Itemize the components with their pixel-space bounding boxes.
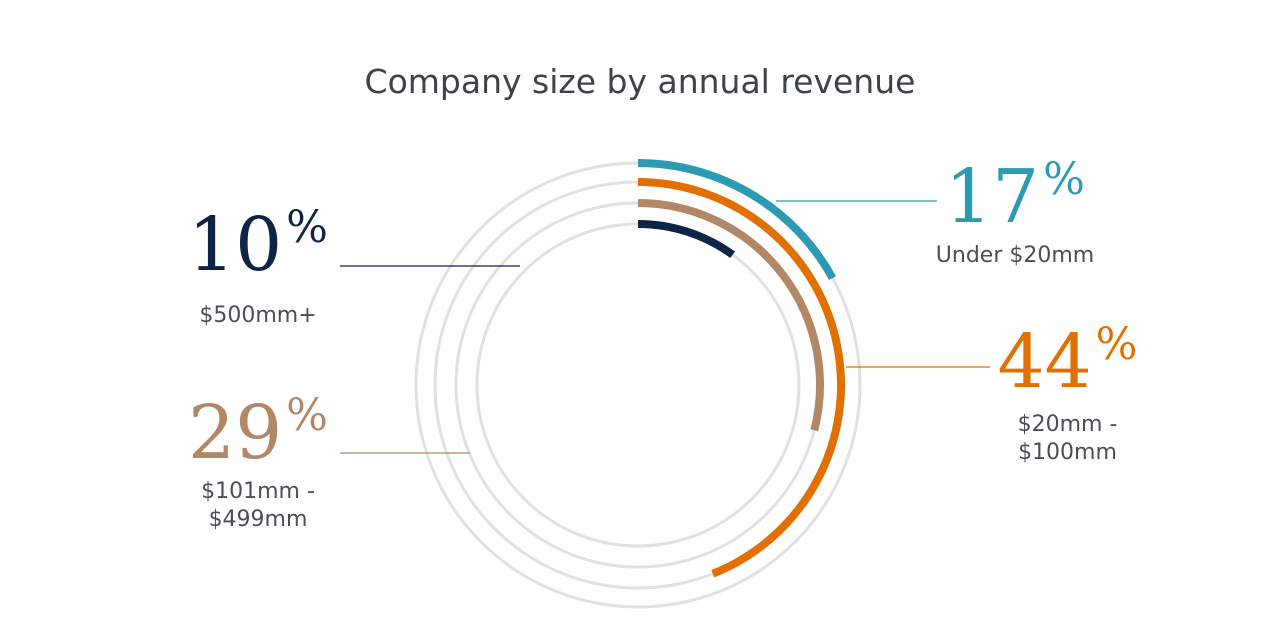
pct-label-101-499mm: 29% [178, 394, 338, 471]
ring-arc-101-499mm [637, 199, 824, 432]
pct-symbol: % [1095, 319, 1138, 370]
pct-value: 17 [945, 154, 1040, 240]
pct-value: 10 [188, 202, 283, 288]
callout-under-20mm: 17% Under $20mm [930, 158, 1100, 270]
pct-value: 44 [997, 319, 1092, 405]
callout-20-100mm: 44% $20mm - $100mm [985, 323, 1150, 467]
pct-symbol: % [1043, 154, 1085, 205]
pct-symbol: % [286, 202, 328, 253]
callout-101-499mm: 29% $101mm - $499mm [178, 394, 338, 534]
callout-500mm-plus: 10% $500mm+ [178, 206, 338, 330]
pct-label-20-100mm: 44% [985, 323, 1150, 400]
category-label-500mm-plus: $500mm+ [199, 303, 317, 328]
ring-arc-20-100mm [637, 178, 845, 578]
chart-title: Company size by annual revenue [364, 62, 916, 101]
category-label-under-20mm: Under $20mm [935, 243, 1095, 268]
category-label-20-100mm: $20mm - $100mm [1017, 412, 1118, 465]
category-label-101-499mm: $101mm - $499mm [201, 479, 315, 532]
ring-track-500mm-plus [475, 222, 801, 548]
ring-arc-under-20mm [637, 159, 837, 280]
pct-label-under-20mm: 17% [930, 158, 1100, 235]
pct-symbol: % [286, 390, 328, 441]
pct-value: 29 [188, 390, 283, 476]
ring-arc-500mm-plus [637, 220, 735, 258]
pct-label-500mm-plus: 10% [178, 206, 338, 283]
